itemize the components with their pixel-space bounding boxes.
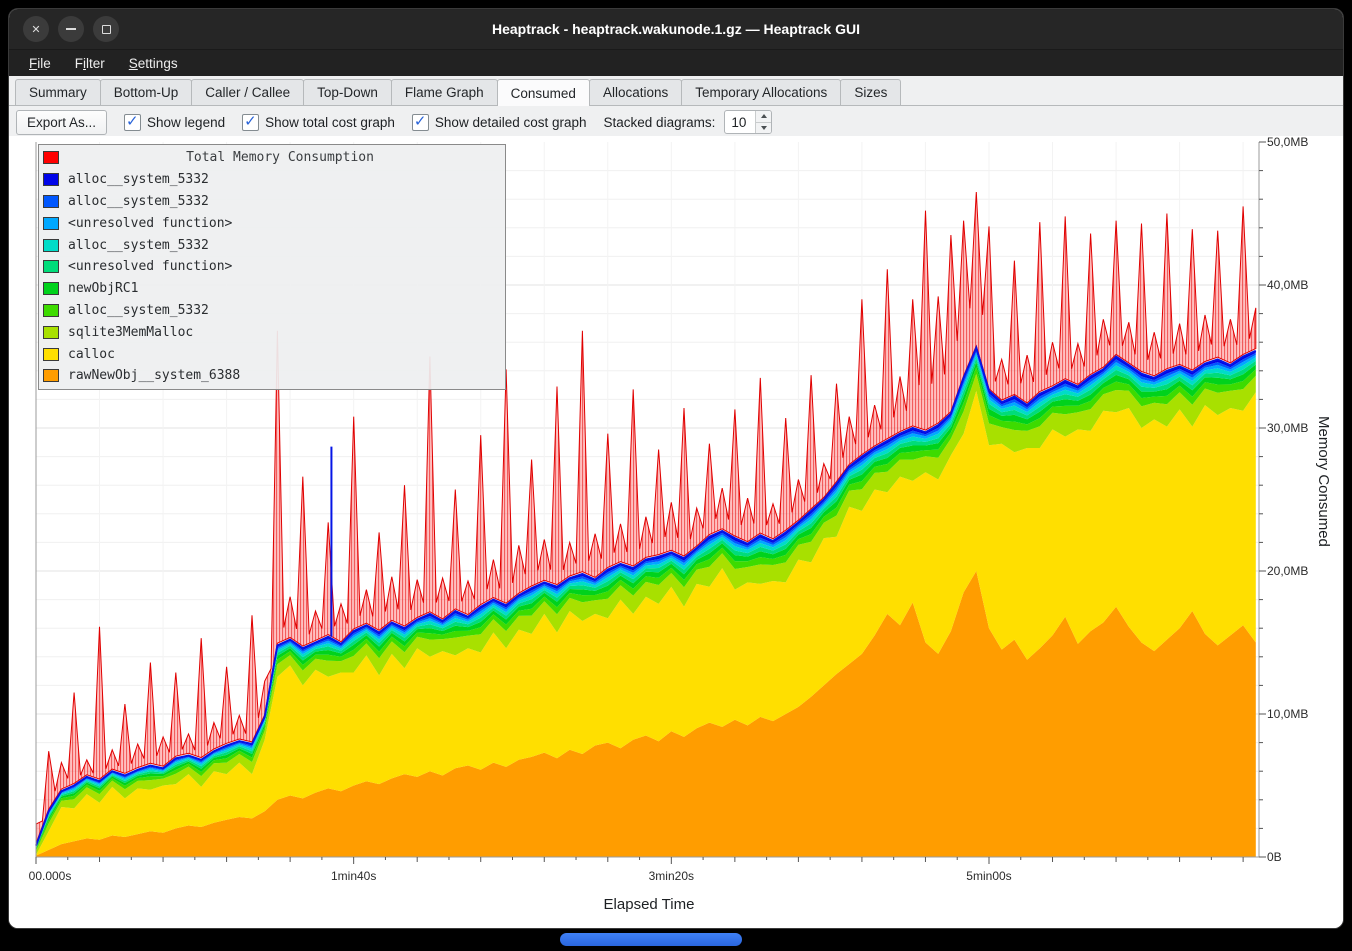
color-swatch — [43, 303, 59, 317]
legend-title-row: Total Memory Consumption — [39, 147, 505, 169]
chart-area: 0B 10,0MB 20,0MB 30,0MB 40,0MB 50,0MB 00… — [9, 135, 1343, 928]
legend-label: alloc__system_5332 — [68, 302, 209, 318]
x-tick-label: 1min40s — [330, 869, 377, 883]
checkbox-label: Show total cost graph — [265, 114, 395, 130]
spinbox-down-button[interactable] — [756, 121, 772, 133]
spinbox-up-button[interactable] — [756, 111, 772, 122]
tab-bar: Summary Bottom-Up Caller / Callee Top-Do… — [9, 78, 1343, 106]
chart-toolbar: Export As... Show legend Show total cost… — [9, 107, 1343, 137]
y-axis-title: Memory Consumed — [1315, 416, 1332, 547]
titlebar: ✕ Heaptrack - heaptrack.wakunode.1.gz — … — [9, 9, 1343, 49]
tab-temporary-allocations[interactable]: Temporary Allocations — [681, 79, 842, 105]
y-tick-label: 0B — [1267, 850, 1282, 864]
y-tick-label: 10,0MB — [1267, 707, 1309, 721]
x-tick-label: 3min20s — [648, 869, 694, 883]
maximize-icon — [101, 24, 111, 34]
show-legend-checkbox[interactable]: Show legend — [124, 112, 226, 131]
minimize-icon — [66, 28, 76, 30]
window-title: Heaptrack - heaptrack.wakunode.1.gz — He… — [491, 21, 860, 37]
y-tick-label: 20,0MB — [1267, 564, 1309, 578]
legend-label: alloc__system_5332 — [68, 237, 209, 253]
show-detailed-cost-checkbox[interactable]: Show detailed cost graph — [411, 112, 587, 131]
legend-item: alloc__system_5332 — [39, 191, 505, 213]
menu-settings[interactable]: Settings — [128, 56, 178, 71]
main-content: Summary Bottom-Up Caller / Callee Top-Do… — [9, 76, 1343, 928]
color-swatch — [43, 238, 59, 252]
menubar: File Filter Settings — [9, 49, 1343, 77]
legend-item: alloc__system_5332 — [39, 234, 505, 256]
tab-flame-graph[interactable]: Flame Graph — [390, 79, 498, 105]
color-swatch — [43, 369, 59, 383]
color-swatch — [43, 194, 59, 208]
legend-label: Total Memory Consumption — [186, 150, 374, 166]
color-swatch — [43, 151, 59, 165]
legend-item: newObjRC1 — [39, 278, 505, 300]
legend-label: <unresolved function> — [68, 259, 233, 275]
spinbox-value: 10 — [731, 114, 747, 130]
tab-summary[interactable]: Summary — [15, 79, 101, 105]
checkbox-label: Show detailed cost graph — [434, 114, 587, 130]
app-window: ✕ Heaptrack - heaptrack.wakunode.1.gz — … — [8, 8, 1344, 929]
color-swatch — [43, 282, 59, 296]
checkbox-label: Show legend — [147, 114, 226, 130]
memory-consumption-chart[interactable] — [35, 141, 1266, 864]
legend-item: alloc__system_5332 — [39, 169, 505, 191]
arrow-up-icon — [760, 114, 767, 119]
menu-file[interactable]: File — [29, 56, 51, 71]
x-tick-label: 5min00s — [966, 869, 1012, 883]
stacked-diagrams-spinbox[interactable]: 10 — [724, 110, 773, 134]
close-icon: ✕ — [31, 23, 41, 36]
window-minimize-button[interactable] — [58, 16, 84, 42]
bottom-scrollbar-thumb[interactable] — [560, 933, 742, 946]
color-swatch — [43, 325, 59, 339]
y-tick-label: 40,0MB — [1267, 278, 1309, 292]
legend-item: sqlite3MemMalloc — [39, 321, 505, 343]
legend-label: rawNewObj__system_6388 — [68, 368, 241, 384]
legend-label: sqlite3MemMalloc — [68, 324, 194, 340]
arrow-down-icon — [760, 125, 767, 130]
legend-label: calloc — [68, 346, 115, 362]
color-swatch — [43, 260, 59, 274]
legend-item: rawNewObj__system_6388 — [39, 365, 505, 387]
tab-bottom-up[interactable]: Bottom-Up — [99, 79, 193, 105]
x-tick-label: 00.000s — [28, 869, 72, 883]
tab-allocations[interactable]: Allocations — [588, 79, 683, 105]
show-total-cost-checkbox[interactable]: Show total cost graph — [242, 112, 395, 131]
checkbox-icon — [411, 112, 429, 131]
x-axis-title: Elapsed Time — [603, 896, 695, 913]
menu-filter[interactable]: Filter — [74, 56, 105, 71]
checkbox-icon — [242, 112, 260, 131]
checkbox-icon — [124, 112, 142, 131]
color-swatch — [43, 347, 59, 361]
spinbox-arrows — [755, 111, 772, 133]
legend-item: calloc — [39, 343, 505, 365]
stacked-diagrams-label: Stacked diagrams: — [603, 114, 716, 130]
legend-label: alloc__system_5332 — [68, 193, 209, 209]
legend-item: <unresolved function> — [39, 256, 505, 278]
window-controls: ✕ — [23, 16, 119, 42]
tab-caller-callee[interactable]: Caller / Callee — [191, 79, 305, 105]
legend-label: <unresolved function> — [68, 215, 233, 231]
tab-consumed[interactable]: Consumed — [496, 79, 590, 106]
window-maximize-button[interactable] — [93, 16, 119, 42]
chart-legend: Total Memory Consumption alloc__system_53… — [38, 144, 506, 390]
y-tick-label: 50,0MB — [1267, 135, 1309, 149]
tab-sizes[interactable]: Sizes — [840, 79, 902, 105]
legend-item: <unresolved function> — [39, 212, 505, 234]
color-swatch — [43, 173, 59, 187]
window-close-button[interactable]: ✕ — [23, 16, 49, 42]
tab-top-down[interactable]: Top-Down — [303, 79, 392, 105]
export-as-button[interactable]: Export As... — [16, 109, 108, 135]
legend-item: alloc__system_5332 — [39, 300, 505, 322]
legend-label: newObjRC1 — [68, 281, 139, 297]
legend-label: alloc__system_5332 — [68, 172, 209, 188]
color-swatch — [43, 216, 59, 230]
y-tick-label: 30,0MB — [1267, 421, 1309, 435]
